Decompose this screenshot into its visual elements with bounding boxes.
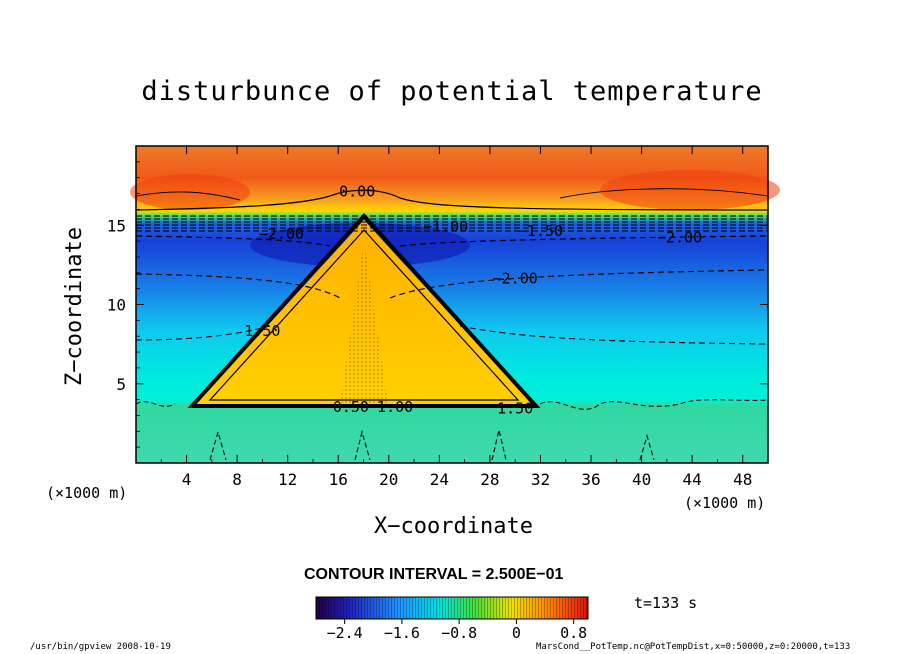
contour-ground-spike-2 <box>354 429 371 461</box>
y-tick-label: 5 <box>116 375 126 394</box>
contour-ground-spike-1 <box>209 429 227 461</box>
contour-surface-wiggle <box>135 399 769 410</box>
contour-warm-top-right <box>559 188 769 199</box>
colorbar-tick-label: −0.8 <box>441 624 477 642</box>
x-tick-label: 44 <box>683 470 702 489</box>
time-label: t=133 s <box>634 594 698 612</box>
contour-neg-15 <box>135 325 769 345</box>
colorbar-tick-label: −1.6 <box>384 624 420 642</box>
colorbar-hatch <box>316 597 588 619</box>
x-tick-label: 20 <box>379 470 398 489</box>
anomaly-contour <box>187 213 541 408</box>
contour-label: −1.50 <box>518 222 563 240</box>
warm-anomaly-region <box>187 213 541 408</box>
footer-program-info: /usr/bin/gpview 2008-10-19 <box>30 642 171 652</box>
anomaly-inner-contour <box>208 229 520 401</box>
contour-neg-2-mid <box>135 269 769 299</box>
contour-label: −2.00 <box>493 270 538 288</box>
y-axis-label: Z−coordinate <box>62 227 87 386</box>
colorbar-tick-label: −2.4 <box>327 624 363 642</box>
colorbar-tick-label: 0.8 <box>560 624 587 642</box>
colorbar-ticks: −2.4 −1.6 −0.8 0 0.8 <box>327 619 587 642</box>
contour-label: −2.00 <box>657 228 702 246</box>
y-tick-label: 15 <box>107 216 126 235</box>
x-tick-label: 24 <box>430 470 449 489</box>
x-axis: 4 8 12 16 20 24 28 32 36 40 44 48 <box>160 146 752 489</box>
colorbar-tick-label: 0 <box>512 624 521 642</box>
x-tick-label: 40 <box>632 470 651 489</box>
y-axis: 5 10 15 <box>107 161 768 448</box>
x-tick-label: 28 <box>480 470 499 489</box>
contour-interval-text: CONTOUR INTERVAL = 2.500E−01 <box>304 566 564 583</box>
x-tick-label: 32 <box>531 470 550 489</box>
contour-ground-spike-3 <box>491 429 507 461</box>
x-axis-units-right: (×1000 m) <box>684 494 766 512</box>
contour-neg-2-upper <box>135 235 769 247</box>
y-tick-label: 10 <box>107 296 126 315</box>
x-tick-label: 8 <box>232 470 242 489</box>
contour-label: 0.50 <box>333 398 369 416</box>
footer-dataset-info: MarsCond__PotTemp.nc@PotTempDist,x=0:500… <box>536 642 851 652</box>
anomaly-dotted-core <box>340 240 388 404</box>
contour-ground-spike-4 <box>639 434 655 461</box>
contour-label: −1.00 <box>423 217 468 235</box>
contour-lines <box>135 188 769 461</box>
contour-label: −2.00 <box>259 225 304 243</box>
x-tick-label: 4 <box>182 470 192 489</box>
colorbar: −2.4 −1.6 −0.8 0 0.8 <box>315 596 589 642</box>
x-tick-label: 48 <box>733 470 752 489</box>
contour-warm-top-left <box>135 191 241 201</box>
contour-dense-band <box>136 215 768 232</box>
contour-zero <box>135 189 769 211</box>
colorbar-frame <box>315 596 589 620</box>
contour-label: 0.00 <box>339 182 375 200</box>
x-tick-label: 16 <box>329 470 348 489</box>
contour-label: 1.50 <box>497 400 533 418</box>
x-tick-label: 36 <box>581 470 600 489</box>
warm-region-right <box>600 170 780 210</box>
contour-label-group: 0.00 −2.00 −1.00 −1.50 −2.00 −2.00 1.50 0.50 1.0… <box>244 182 702 417</box>
x-axis-units-left: (×1000 m) <box>46 484 128 502</box>
contour-label: 1.50 <box>244 322 280 340</box>
x-tick-label: 12 <box>278 470 297 489</box>
x-axis-label: X−coordinate <box>374 514 533 539</box>
chart-title: disturbunce of potential temperature <box>141 76 763 107</box>
contour-label: 1.00 <box>377 398 413 416</box>
